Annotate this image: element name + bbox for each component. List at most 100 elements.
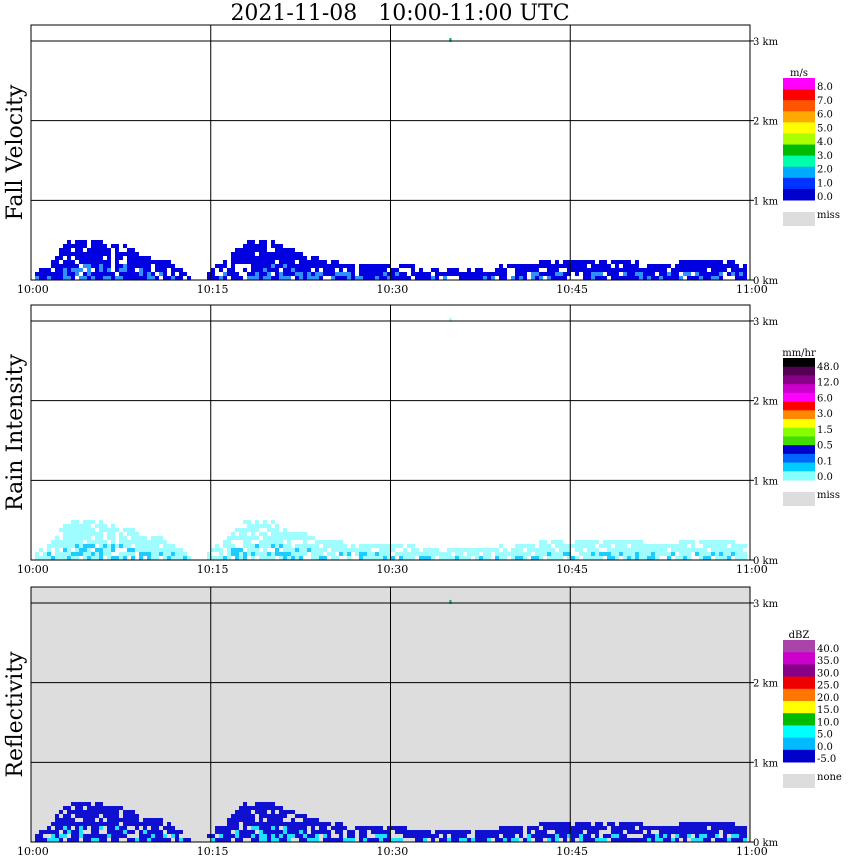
echo-cell xyxy=(619,260,623,264)
echo-cell xyxy=(559,830,563,834)
echo-cell xyxy=(299,834,303,838)
echo-cell xyxy=(275,822,279,826)
echo-cell xyxy=(535,264,539,268)
echo-cell xyxy=(695,834,699,838)
echo-cell xyxy=(543,834,547,838)
colorbar-label: 0.5 xyxy=(817,441,833,452)
echo-cell xyxy=(99,838,103,842)
echo-cell xyxy=(131,264,135,268)
echo-cell xyxy=(491,272,495,276)
echo-cell xyxy=(667,556,671,560)
echo-cell xyxy=(627,838,631,842)
echo-cell xyxy=(575,548,579,552)
echo-cell xyxy=(567,822,571,826)
echo-cell xyxy=(63,252,67,256)
echo-cell xyxy=(687,540,691,544)
echo-cell xyxy=(367,838,371,842)
echo-cell xyxy=(671,552,675,556)
echo-cell xyxy=(107,528,111,532)
echo-cell xyxy=(395,272,399,276)
echo-cell xyxy=(719,540,723,544)
echo-cell xyxy=(303,544,307,548)
echo-cell xyxy=(115,830,119,834)
echo-cell xyxy=(339,838,343,842)
echo-cell xyxy=(519,548,523,552)
colorbar-label: 5.0 xyxy=(817,730,833,741)
echo-cell xyxy=(611,272,615,276)
echo-cell xyxy=(411,548,415,552)
echo-cell xyxy=(271,540,275,544)
echo-cell xyxy=(279,818,283,822)
echo-cell xyxy=(247,252,251,256)
echo-cell xyxy=(143,838,147,842)
echo-cell xyxy=(75,540,79,544)
echo-cell xyxy=(311,838,315,842)
echo-cell xyxy=(375,552,379,556)
echo-cell xyxy=(531,826,535,830)
echo-cell xyxy=(651,264,655,268)
echo-cell xyxy=(271,806,275,810)
echo-cell xyxy=(287,548,291,552)
echo-cell xyxy=(423,272,427,276)
echo-cell xyxy=(155,260,159,264)
echo-cell xyxy=(419,552,423,556)
echo-cell xyxy=(483,838,487,842)
echo-cell xyxy=(671,276,675,280)
echo-cell xyxy=(91,264,95,268)
echo-cell xyxy=(271,802,275,806)
echo-cell xyxy=(63,814,67,818)
echo-cell xyxy=(283,548,287,552)
echo-cell xyxy=(675,826,679,830)
echo-cell xyxy=(447,272,451,276)
echo-cell xyxy=(539,838,543,842)
echo-cell xyxy=(539,276,543,280)
echo-cell xyxy=(75,814,79,818)
echo-cell xyxy=(579,826,583,830)
echo-cell xyxy=(695,830,699,834)
echo-cell xyxy=(347,552,351,556)
echo-cell xyxy=(67,810,71,814)
echo-cell xyxy=(283,272,287,276)
echo-cell xyxy=(563,834,567,838)
echo-cell xyxy=(243,830,247,834)
echo-cell xyxy=(287,830,291,834)
echo-cell xyxy=(367,544,371,548)
echo-cell xyxy=(363,826,367,830)
echo-cell xyxy=(587,556,591,560)
echo-cell xyxy=(75,252,79,256)
echo-cell xyxy=(263,244,267,248)
echo-cell xyxy=(231,834,235,838)
echo-cell xyxy=(103,544,107,548)
echo-cell xyxy=(275,264,279,268)
echo-cell xyxy=(179,268,183,272)
echo-cell xyxy=(251,818,255,822)
echo-cell xyxy=(415,834,419,838)
echo-cell xyxy=(251,524,255,528)
echo-cell xyxy=(547,826,551,830)
echo-cell xyxy=(259,244,263,248)
colorbar-swatch xyxy=(783,358,815,368)
echo-cell xyxy=(735,834,739,838)
echo-cell xyxy=(275,528,279,532)
echo-cell xyxy=(63,540,67,544)
echo-cell xyxy=(723,834,727,838)
echo-cell xyxy=(331,268,335,272)
echo-cell xyxy=(259,838,263,842)
echo-cell xyxy=(371,264,375,268)
echo-cell xyxy=(631,552,635,556)
echo-cell xyxy=(403,556,407,560)
echo-cell xyxy=(359,548,363,552)
echo-cell xyxy=(251,260,255,264)
echo-cell xyxy=(267,818,271,822)
echo-cell xyxy=(231,814,235,818)
echo-cell xyxy=(323,260,327,264)
echo-cell xyxy=(691,276,695,280)
echo-cell xyxy=(223,556,227,560)
echo-cell xyxy=(363,552,367,556)
echo-cell xyxy=(507,552,511,556)
echo-cell xyxy=(123,272,127,276)
echo-cell xyxy=(47,272,51,276)
echo-cell xyxy=(663,272,667,276)
echo-cell xyxy=(279,244,283,248)
echo-cell xyxy=(679,548,683,552)
